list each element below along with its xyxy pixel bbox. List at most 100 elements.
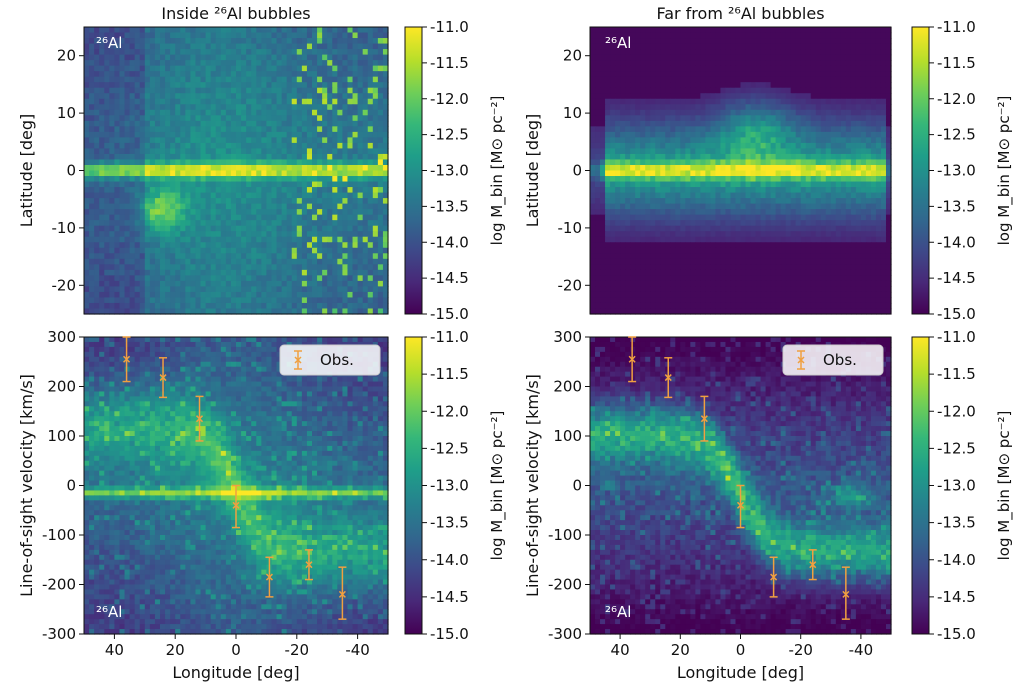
- heatmap-cell: [276, 60, 283, 67]
- heatmap-cell: [144, 231, 151, 238]
- heatmap-cell: [775, 137, 782, 144]
- heatmap-cell: [765, 65, 772, 72]
- heatmap-cell: [276, 49, 283, 56]
- heatmap-cell: [170, 225, 176, 232]
- heatmap-cell: [810, 27, 817, 34]
- heatmap-cell: [144, 203, 151, 210]
- heatmap-cell: [810, 32, 817, 39]
- heatmap-cell: [160, 203, 166, 210]
- heatmap-cell: [175, 280, 181, 287]
- heatmap-cell: [377, 308, 384, 315]
- heatmap-cell: [241, 131, 247, 138]
- heatmap-cell: [296, 231, 303, 238]
- heatmap-cell: [825, 159, 832, 166]
- heatmap-cell: [760, 109, 767, 116]
- heatmap-cell: [170, 269, 176, 276]
- heatmap-cell: [210, 214, 217, 221]
- heatmap-cell: [165, 76, 171, 83]
- heatmap-cell: [200, 192, 207, 199]
- heatmap-cell: [780, 93, 787, 100]
- heatmap-cell: [342, 65, 349, 72]
- heatmap-cell: [210, 38, 217, 45]
- heatmap-cell: [281, 27, 288, 34]
- heatmap-cell: [149, 286, 156, 293]
- heatmap-cell: [875, 187, 882, 194]
- heatmap-cell: [236, 104, 242, 111]
- heatmap-cell: [790, 98, 797, 105]
- heatmap-cell: [119, 297, 126, 304]
- heatmap-cell: [830, 164, 837, 172]
- heatmap-cell: [327, 286, 333, 293]
- heatmap-cell: [720, 192, 727, 199]
- heatmap-cell: [670, 27, 676, 34]
- heatmap-cell: [256, 153, 262, 161]
- heatmap-cell: [690, 126, 696, 133]
- heatmap-cell: [220, 137, 227, 144]
- heatmap-cell: [615, 71, 621, 78]
- heatmap-cell: [190, 170, 197, 177]
- heatmap-cell: [281, 247, 288, 254]
- heatmap-cell: [291, 120, 298, 127]
- heatmap-cell: [241, 181, 247, 188]
- heatmap-cell: [89, 198, 95, 205]
- heatmap-cell: [870, 120, 877, 127]
- heatmap-cell: [160, 220, 166, 227]
- heatmap-cell: [114, 198, 121, 205]
- heatmap-cell: [775, 115, 782, 122]
- heatmap-cell: [306, 225, 313, 232]
- heatmap-cell: [195, 291, 202, 299]
- heatmap-cell: [104, 209, 110, 216]
- heatmap-cell: [225, 269, 232, 276]
- heatmap-cell: [342, 297, 349, 304]
- heatmap-cell: [89, 203, 95, 210]
- heatmap-cell: [200, 104, 207, 111]
- heatmap-cell: [337, 131, 343, 138]
- heatmap-cell: [175, 286, 181, 293]
- heatmap-cell: [367, 126, 374, 133]
- heatmap-cell: [296, 214, 303, 221]
- heatmap-cell: [665, 159, 671, 166]
- heatmap-cell: [770, 131, 777, 138]
- heatmap-cell: [180, 236, 186, 243]
- heatmap-cell: [730, 87, 737, 94]
- heatmap-cell: [805, 82, 812, 89]
- heatmap-cell: [720, 159, 727, 166]
- heatmap-cell: [735, 115, 742, 122]
- heatmap-cell: [170, 258, 176, 265]
- heatmap-cell: [700, 38, 706, 45]
- heatmap-cell: [276, 198, 283, 205]
- heatmap-cell: [695, 65, 701, 72]
- heatmap-cell: [276, 148, 283, 155]
- heatmap-cell: [256, 93, 262, 100]
- heatmap-cell: [185, 247, 191, 254]
- heatmap-cell: [251, 164, 257, 172]
- heatmap-cell: [154, 38, 161, 45]
- heatmap-cell: [700, 126, 706, 133]
- heatmap-cell: [605, 98, 611, 105]
- heatmap-cell: [372, 269, 379, 276]
- heatmap-cell: [840, 120, 847, 127]
- heatmap-cell: [342, 148, 349, 155]
- heatmap-cell: [615, 38, 621, 45]
- heatmap-cell: [230, 38, 237, 45]
- heatmap-cell: [372, 181, 379, 188]
- heatmap-cell: [317, 264, 323, 271]
- heatmap-cell: [94, 181, 100, 188]
- heatmap-cell: [850, 148, 857, 155]
- heatmap-cell: [870, 131, 877, 138]
- heatmap-cell: [685, 60, 691, 67]
- heatmap-cell: [675, 164, 681, 172]
- heatmap-cell: [870, 181, 877, 188]
- heatmap-cell: [685, 104, 691, 111]
- heatmap-cell: [705, 104, 711, 111]
- heatmap-cell: [306, 115, 313, 122]
- heatmap-cell: [750, 192, 757, 199]
- heatmap-cell: [655, 27, 661, 34]
- heatmap-cell: [805, 27, 812, 34]
- heatmap-cell: [710, 60, 717, 67]
- heatmap-cell: [215, 209, 222, 216]
- heatmap-cell: [144, 71, 151, 78]
- heatmap-cell: [770, 159, 777, 166]
- heatmap-cell: [630, 137, 636, 144]
- colorbar-tick-label: -14.5: [430, 269, 469, 287]
